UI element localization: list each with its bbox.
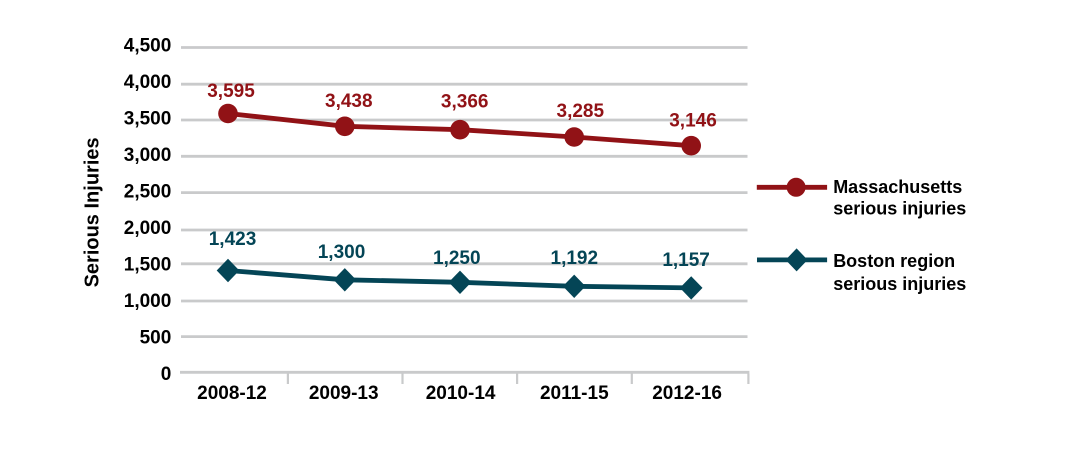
svg-text:2009-13: 2009-13 <box>309 383 379 404</box>
svg-text:1,192: 1,192 <box>551 248 599 269</box>
svg-text:Massachusetts: Massachusetts <box>833 177 962 197</box>
svg-text:2,500: 2,500 <box>124 181 172 202</box>
svg-text:0: 0 <box>161 364 172 385</box>
svg-text:1,500: 1,500 <box>124 255 172 276</box>
svg-text:2011-15: 2011-15 <box>540 383 609 404</box>
svg-text:serious injuries: serious injuries <box>833 274 966 294</box>
svg-text:1,000: 1,000 <box>124 291 172 312</box>
svg-text:1,423: 1,423 <box>209 229 257 250</box>
svg-text:1,300: 1,300 <box>318 242 366 263</box>
svg-text:3,000: 3,000 <box>124 145 172 166</box>
svg-text:3,438: 3,438 <box>325 91 373 112</box>
svg-text:2012-16: 2012-16 <box>652 383 722 404</box>
svg-text:serious injuries: serious injuries <box>833 199 966 219</box>
svg-text:3,146: 3,146 <box>669 111 717 132</box>
svg-text:2,000: 2,000 <box>124 218 172 239</box>
svg-text:3,500: 3,500 <box>124 108 172 129</box>
svg-text:2010-14: 2010-14 <box>426 383 496 404</box>
svg-text:4,500: 4,500 <box>124 35 172 56</box>
svg-text:Serious Injuries: Serious Injuries <box>82 137 104 287</box>
svg-text:3,366: 3,366 <box>441 92 489 113</box>
svg-text:4,000: 4,000 <box>124 72 172 93</box>
svg-text:1,157: 1,157 <box>662 250 710 271</box>
svg-text:1,250: 1,250 <box>433 248 481 269</box>
svg-text:2008-12: 2008-12 <box>197 383 267 404</box>
svg-text:500: 500 <box>140 328 172 349</box>
svg-text:3,595: 3,595 <box>207 81 255 102</box>
svg-text:Boston region: Boston region <box>833 251 955 271</box>
svg-text:3,285: 3,285 <box>557 101 605 122</box>
